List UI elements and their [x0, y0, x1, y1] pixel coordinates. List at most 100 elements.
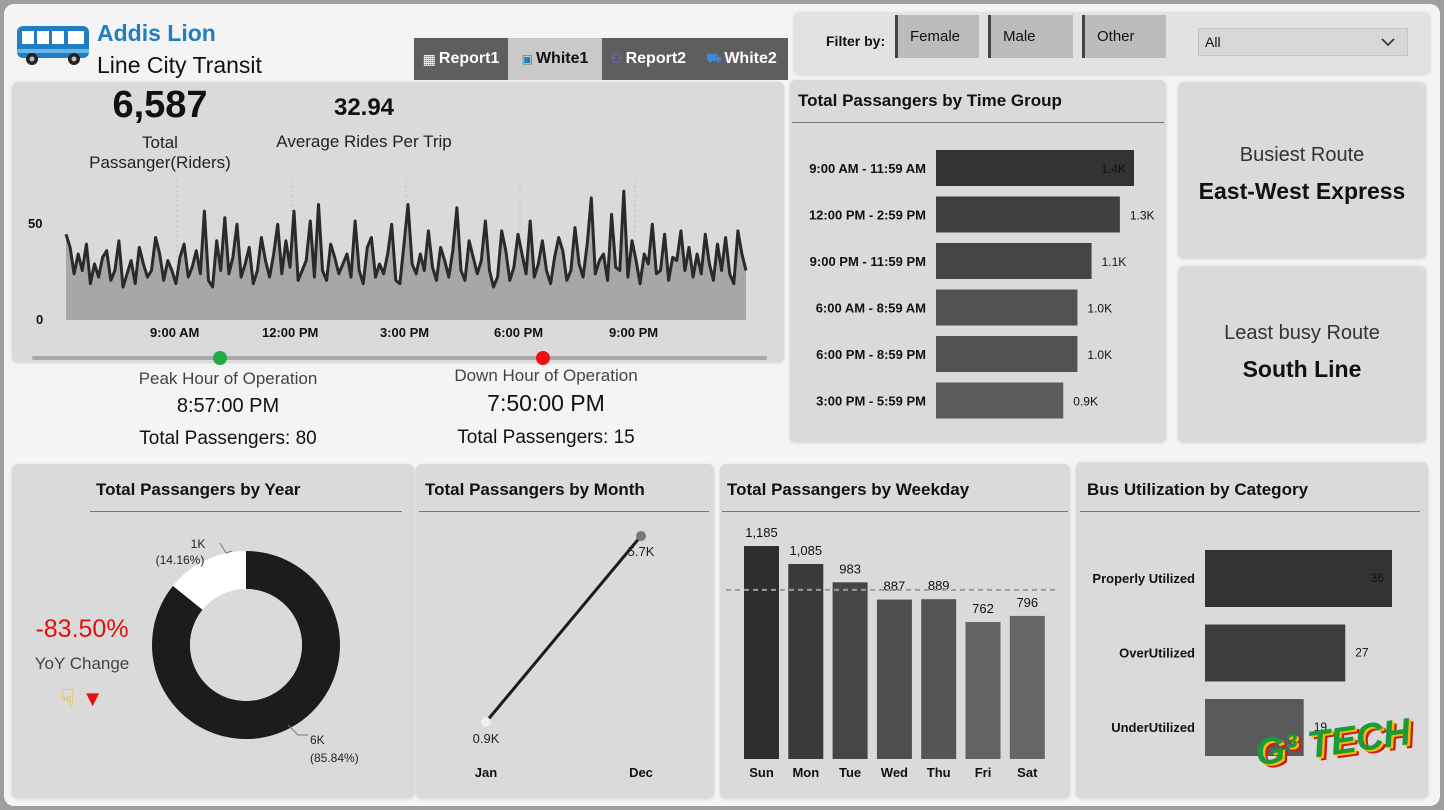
month-value-label: 0.9K: [473, 731, 500, 746]
time-group-bar: [936, 289, 1078, 326]
avg-rides-value: 32.94: [333, 94, 395, 121]
weekday-value-label: 1,185: [745, 525, 778, 540]
tab-report2[interactable]: ⚇ Report2: [602, 38, 695, 80]
weekday-bar: [788, 563, 824, 759]
down-hour-time: 7:50:00 PM: [487, 390, 605, 416]
x-tick: 9:00 PM: [609, 325, 659, 340]
down-hour-label: Down Hour of Operation: [454, 366, 638, 385]
title-underline: [1080, 511, 1420, 512]
tab-label: White1: [535, 50, 589, 67]
bar-category-label: 6:00 PM - 8:59 PM: [816, 347, 926, 362]
time-slider-track[interactable]: [32, 356, 767, 360]
weekday-bar: [876, 599, 912, 759]
title-underline: [722, 511, 1068, 512]
bar-value-label: 1.0K: [1087, 302, 1112, 316]
slice-label: 1K: [191, 537, 206, 551]
busiest-route-label: Busiest Route: [1239, 144, 1365, 166]
month-value-label: 5.7K: [628, 544, 655, 559]
avg-rides-kpi: 32.94 Average Rides Per Trip: [272, 94, 456, 152]
bar-category-label: 9:00 PM - 11:59 PM: [810, 254, 926, 269]
donut-slice: [152, 551, 340, 739]
bar-value-label: 1.4K: [1101, 162, 1126, 176]
bar-category-label: 3:00 PM - 5:59 PM: [816, 394, 926, 409]
month-series-line: [484, 535, 643, 723]
filter-other-button[interactable]: Other: [1082, 15, 1166, 58]
calendar-icon: ▦: [422, 50, 436, 67]
yoy-card: -83.50% YoY Change ☟ ▼: [30, 615, 134, 713]
util-category-label: UnderUtilized: [1111, 720, 1195, 735]
tab-white2[interactable]: ⛟ White2: [695, 38, 788, 80]
time-group-bar: [936, 196, 1120, 233]
weekday-bar-chart[interactable]: 1,185 Sun 1,085 Mon 983 Tue 887 Wed 889 Thu 762 Fri…: [720, 515, 1070, 795]
donut-hole: [190, 589, 302, 701]
weekday-tick-label: Tue: [839, 765, 861, 780]
bus-icon: ▣: [521, 52, 533, 66]
tab-white1[interactable]: ▣ White1: [508, 38, 602, 80]
month-title: Total Passangers by Month: [425, 480, 645, 499]
least-route-card: Least busy Route South Line: [1178, 266, 1426, 442]
slice-label: 6K: [310, 733, 325, 747]
busiest-route-card: Busiest Route East-West Express: [1178, 82, 1426, 258]
tab-label: Report1: [438, 50, 500, 67]
month-panel: [416, 464, 714, 798]
weekday-value-label: 796: [1016, 595, 1038, 610]
peak-marker[interactable]: [213, 351, 227, 365]
utilization-bar-chart[interactable]: Properly Utilized 36 OverUtilized 27 UnderUt…: [1076, 530, 1428, 770]
weekday-tick-label: Thu: [927, 765, 951, 780]
area-fill: [66, 191, 746, 320]
month-point: [481, 717, 491, 727]
bar-value-label: 1.3K: [1130, 209, 1155, 223]
yoy-label: YoY Change: [34, 654, 130, 673]
truck-icon: ⛟: [706, 51, 722, 65]
utilization-title: Bus Utilization by Category: [1087, 480, 1309, 499]
weekday-title: Total Passangers by Weekday: [727, 480, 970, 499]
tab-report1[interactable]: ▦ Report1: [414, 38, 508, 80]
weekday-tick-label: Sat: [1017, 765, 1038, 780]
donut-slice: [172, 551, 246, 610]
month-tick-label: Jan: [475, 765, 497, 780]
weekday-value-label: 889: [928, 578, 950, 593]
peak-hour-passengers: Total Passengers: 80: [139, 428, 317, 449]
month-point: [636, 531, 646, 541]
slice-pct: (85.84%): [310, 751, 359, 765]
weekday-value-label: 983: [839, 561, 861, 576]
time-group-title: Total Passangers by Time Group: [798, 91, 1062, 110]
weekday-value-label: 887: [884, 579, 906, 594]
weekday-tick-label: Mon: [792, 765, 819, 780]
bar-value-label: 1.1K: [1102, 255, 1127, 269]
year-title: Total Passangers by Year: [96, 480, 301, 499]
util-category-label: OverUtilized: [1119, 646, 1195, 661]
util-bar: [1205, 550, 1392, 607]
month-line-chart[interactable]: 0.9K 5.7K Jan Dec: [416, 520, 714, 790]
time-group-bar: [936, 336, 1078, 372]
filter-female-button[interactable]: Female: [895, 15, 979, 58]
util-bar: [1205, 624, 1346, 682]
year-donut-chart[interactable]: 1K (14.16%) 6K (85.84%): [140, 525, 410, 775]
app-subtitle: Line City Transit: [97, 52, 262, 78]
time-group-bar: [936, 150, 1134, 186]
title-underline: [792, 122, 1164, 123]
bar-value-label: 1.0K: [1087, 348, 1112, 362]
total-passengers-value: 6,587: [112, 84, 208, 126]
time-group-bar-chart[interactable]: 9:00 AM - 11:59 AM 1.4K 12:00 PM - 2:59 PM…: [790, 140, 1166, 430]
x-tick: 12:00 PM: [262, 325, 319, 340]
hourly-line-chart[interactable]: [60, 160, 760, 350]
peak-hour-time: 8:57:00 PM: [176, 395, 280, 417]
label-leader: [287, 724, 308, 736]
util-value-label: 27: [1355, 646, 1369, 660]
filter-dropdown[interactable]: All: [1198, 28, 1408, 56]
down-marker[interactable]: [536, 351, 550, 365]
weekday-bar: [832, 582, 868, 759]
weekday-bar: [744, 546, 779, 759]
pointing-hand-icon: ☟: [60, 685, 76, 712]
util-value-label: 19: [1314, 720, 1328, 734]
peak-hour-card: Peak Hour of Operation 8:57:00 PM Total …: [108, 369, 348, 450]
title-underline: [90, 511, 402, 512]
filter-label: Filter by:: [826, 33, 886, 49]
util-value-label: 36: [1371, 571, 1385, 585]
series-line: [64, 189, 748, 289]
avg-rides-label: Average Rides Per Trip: [276, 132, 452, 151]
filter-male-button[interactable]: Male: [988, 15, 1073, 58]
weekday-tick-label: Wed: [881, 765, 908, 780]
report-tabs: ▦ Report1 ▣ White1 ⚇ Report2 ⛟ White2: [414, 38, 788, 80]
